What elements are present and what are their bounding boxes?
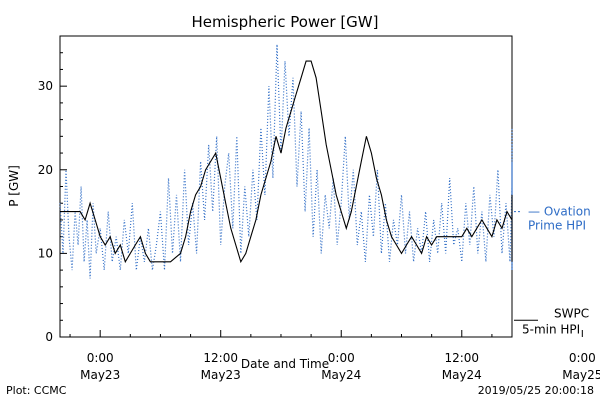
x-tick-date-0: May23 — [80, 368, 120, 382]
x-tick-date-3: May24 — [442, 368, 482, 382]
y-tick-label-1: 10 — [38, 246, 53, 260]
legend-ovation-label-2: Prime HPI — [528, 219, 586, 233]
x-tick-date-2: May24 — [321, 368, 361, 382]
x-tick-label-0: 0:00 — [87, 351, 114, 365]
x-tick-date-4: May25 — [562, 368, 600, 382]
y-tick-label-2: 20 — [38, 163, 53, 177]
x-tick-label-3: 12:00 — [444, 351, 479, 365]
y-axis-label: P [GW] — [7, 165, 21, 207]
legend-swpc-label: SWPC — [554, 306, 589, 320]
x-axis-label: Date and Time — [241, 357, 329, 371]
series-line-swpc — [60, 60, 513, 264]
y-axis: 0 10 20 30 — [38, 35, 67, 344]
x-tick-date-1: May23 — [201, 368, 241, 382]
x-axis: 0:00 May23 12:00 May23 0:00 May24 12:00 May24 0:… — [69, 330, 600, 382]
x-tick-label-4: 0:00 — [569, 351, 596, 365]
footer-timestamp: 2019/05/25 20:00:18 — [478, 384, 594, 397]
series-layer — [59, 44, 513, 279]
legend-swpc-label-2: 5-min HPI — [522, 322, 580, 336]
y-tick-label-0: 0 — [45, 330, 53, 344]
footer-credit: Plot: CCMC — [6, 384, 67, 397]
series-line-ovation-prime — [59, 44, 513, 279]
y-tick-label-3: 30 — [38, 79, 53, 93]
x-tick-label-1: 12:00 — [203, 351, 238, 365]
chart-title: Hemispheric Power [GW] — [192, 13, 379, 31]
legend-ovation-label: — Ovation — [528, 205, 591, 219]
x-tick-label-2: 0:00 — [328, 351, 355, 365]
